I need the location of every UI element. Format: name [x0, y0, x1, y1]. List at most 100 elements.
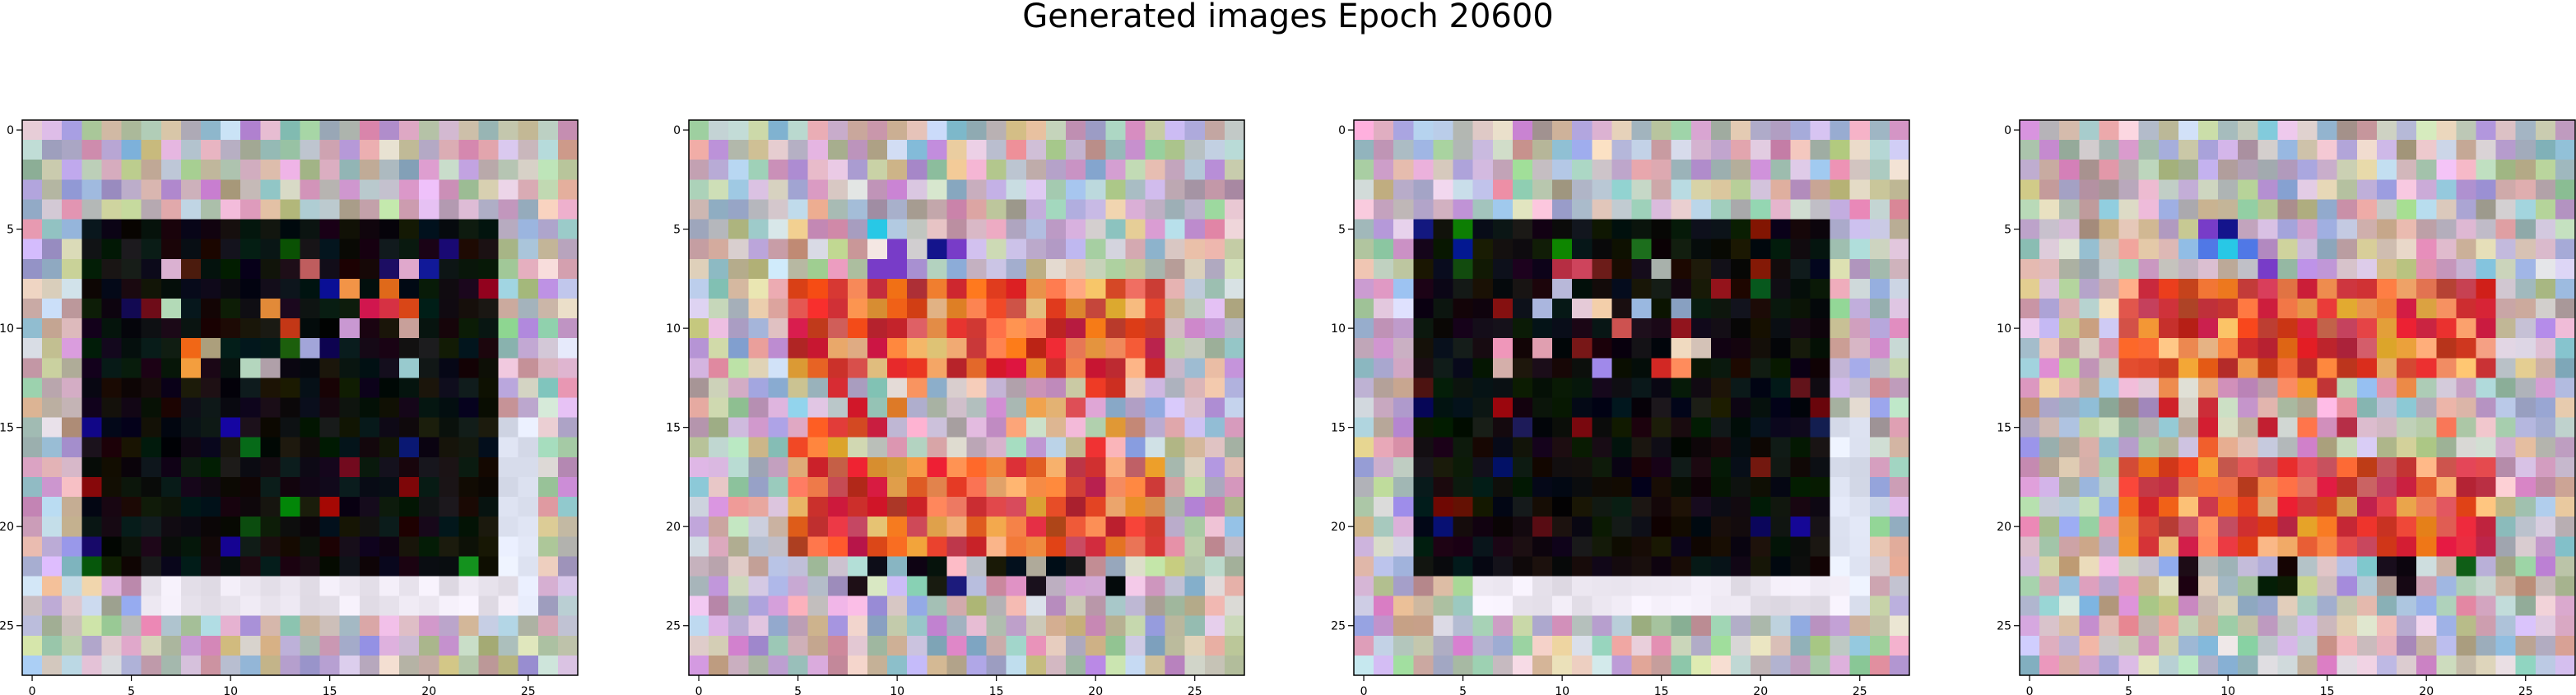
pixel-cell: [907, 239, 928, 260]
pixel-cell: [1204, 397, 1225, 419]
pixel-cell: [22, 476, 43, 498]
pixel-cell: [2039, 635, 2060, 656]
pixel-cell: [221, 120, 241, 141]
pixel-cell: [2416, 417, 2437, 438]
pixel-cell: [2317, 456, 2338, 478]
pixel-cell: [1453, 397, 1474, 419]
pixel-cell: [537, 140, 559, 160]
pixel-cell: [1086, 417, 1106, 438]
x-tick-label: 10: [1555, 685, 1569, 695]
pixel-cell: [22, 160, 43, 180]
pixel-cell: [986, 120, 1007, 141]
pixel-cell: [359, 517, 380, 537]
pixel-cell: [1224, 635, 1245, 656]
pixel-cell: [379, 497, 400, 517]
pixel-cell: [2218, 160, 2239, 180]
pixel-cell: [867, 140, 888, 160]
pixel-cell: [2555, 258, 2576, 280]
pixel-cell: [788, 655, 809, 676]
pixel-cell: [518, 258, 539, 280]
pixel-cell: [2495, 576, 2517, 597]
pixel-cell: [1413, 358, 1434, 378]
pixel-cell: [458, 655, 480, 676]
pixel-cell: [1869, 536, 1890, 557]
pixel-cell: [537, 655, 559, 676]
pixel-cell: [1224, 120, 1245, 141]
pixel-cell: [1025, 338, 1047, 359]
pixel-cell: [1224, 497, 1245, 517]
pixel-cell: [2535, 358, 2556, 378]
pixel-cell: [2515, 635, 2536, 656]
pixel-cell: [1552, 655, 1573, 676]
pixel-cell: [221, 497, 241, 517]
pixel-cell: [2297, 615, 2318, 637]
pixel-cell: [1025, 576, 1047, 597]
pixel-cell: [728, 615, 749, 637]
pixel-cell: [986, 219, 1007, 240]
pixel-cell: [1066, 199, 1086, 220]
pixel-cell: [359, 140, 380, 160]
pixel-cell: [2416, 318, 2437, 339]
pixel-cell: [518, 239, 539, 260]
pixel-cell: [2178, 199, 2199, 220]
pixel-cell: [709, 556, 729, 577]
pixel-cell: [946, 615, 968, 637]
pixel-cell: [927, 378, 947, 399]
pixel-cell: [2337, 437, 2358, 458]
pixel-cell: [946, 556, 968, 577]
pixel-cell: [160, 397, 182, 419]
pixel-cell: [121, 497, 142, 517]
pixel-cell: [2515, 576, 2536, 597]
pixel-cell: [379, 397, 400, 419]
pixel-cell: [2495, 179, 2517, 201]
pixel-cell: [1184, 278, 1206, 299]
pixel-cell: [1045, 615, 1067, 637]
pixel-cell: [2356, 595, 2378, 617]
pixel-cell: [240, 397, 261, 419]
pixel-cell: [1224, 517, 1245, 537]
pixel-cell: [2436, 318, 2457, 339]
pixel-cell: [260, 160, 281, 180]
pixel-cell: [1145, 595, 1166, 617]
y-tick-label: 20: [1997, 521, 2011, 534]
pixel-cell: [1552, 298, 1573, 319]
pixel-cell: [2238, 456, 2258, 478]
pixel-cell: [1790, 278, 1811, 299]
pixel-cell: [1810, 278, 1831, 299]
pixel-cell: [1184, 437, 1206, 458]
pixel-cell: [1830, 358, 1851, 378]
pixel-cell: [22, 437, 43, 458]
pixel-cell: [81, 338, 103, 359]
pixel-cell: [42, 120, 63, 141]
panel-2-image: [689, 120, 1245, 676]
pixel-cell: [498, 437, 519, 458]
pixel-cell: [1532, 120, 1553, 141]
pixel-cell: [2197, 615, 2219, 637]
pixel-cell: [1433, 556, 1454, 577]
pixel-cell: [1374, 358, 1394, 378]
pixel-cell: [2257, 615, 2278, 637]
pixel-cell: [1374, 140, 1394, 160]
pixel-cell: [1631, 298, 1653, 319]
pixel-cell: [1125, 497, 1146, 517]
pixel-cell: [1731, 239, 1751, 260]
pixel-cell: [1145, 120, 1166, 141]
pixel-cell: [2218, 318, 2239, 339]
pixel-cell: [2118, 338, 2140, 359]
x-tick-label: 20: [421, 685, 436, 695]
pixel-cell: [1006, 556, 1027, 577]
pixel-cell: [537, 199, 559, 220]
pixel-cell: [557, 199, 579, 220]
pixel-cell: [768, 219, 789, 240]
pixel-cell: [689, 278, 709, 299]
pixel-cell: [827, 378, 849, 399]
pixel-cell: [359, 179, 380, 201]
pixel-cell: [1433, 219, 1454, 240]
pixel-cell: [141, 397, 162, 419]
pixel-cell: [1532, 536, 1553, 557]
pixel-cell: [2020, 278, 2040, 299]
pixel-cell: [2138, 179, 2160, 201]
pixel-cell: [1849, 298, 1871, 319]
